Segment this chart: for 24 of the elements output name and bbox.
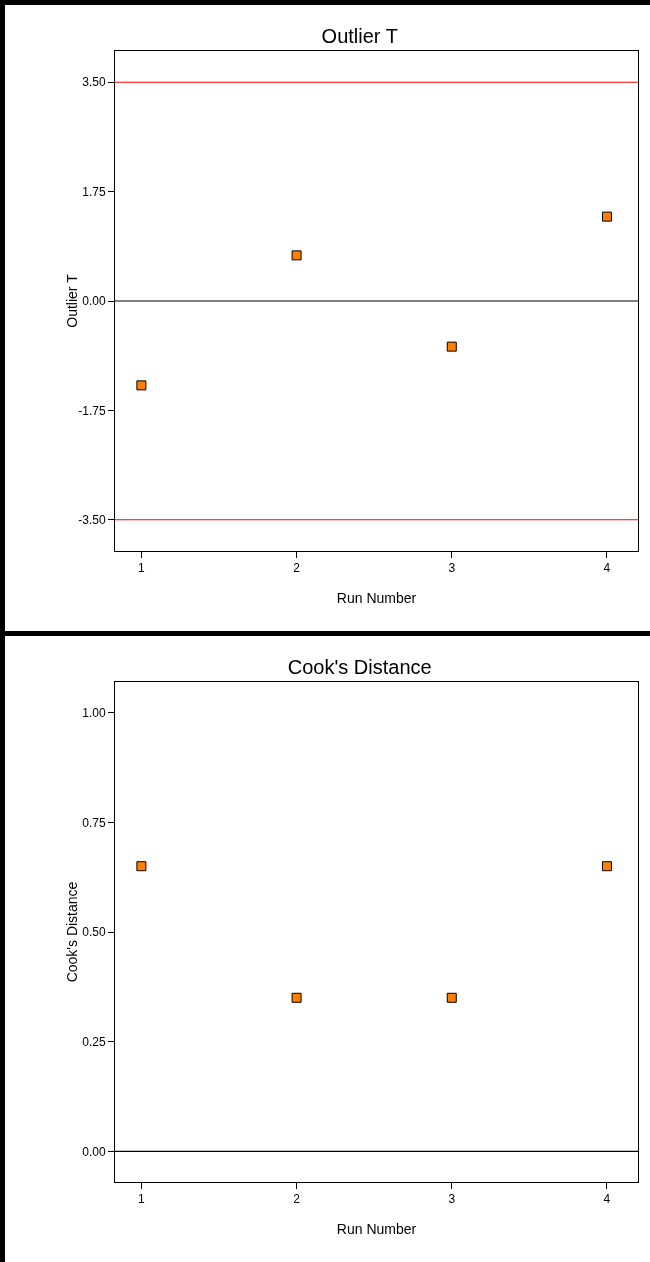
y-tick-label: -3.50 (78, 512, 106, 527)
y-tick-label: 0.50 (82, 925, 106, 940)
x-axis-title: Run Number (336, 1221, 417, 1237)
y-tick-label: 0.00 (82, 294, 106, 309)
y-tick-label: 0.75 (82, 815, 106, 830)
y-tick-label: 1.75 (82, 184, 106, 199)
x-axis-title: Run Number (336, 590, 417, 606)
x-tick-label: 3 (448, 561, 456, 576)
y-axis-title: Outlier T (64, 273, 80, 328)
x-tick-label: 4 (603, 561, 611, 576)
chart-title: Outlier T (321, 25, 398, 47)
x-tick-label: 2 (293, 561, 301, 576)
x-tick-label: 2 (293, 1192, 301, 1207)
y-tick-label: 0.25 (82, 1034, 106, 1049)
chart-title: Cook's Distance (287, 656, 432, 678)
x-tick-label: 4 (603, 1192, 611, 1207)
y-tick-label: 3.50 (82, 75, 106, 90)
x-tick-label: 1 (138, 561, 146, 576)
x-tick-label: 1 (138, 1192, 146, 1207)
x-tick-label: 3 (448, 1192, 456, 1207)
y-tick-label: 0.00 (82, 1144, 106, 1159)
y-tick-label: 1.00 (82, 705, 106, 720)
y-axis-title: Cook's Distance (64, 881, 80, 983)
y-tick-label: -1.75 (78, 403, 106, 418)
